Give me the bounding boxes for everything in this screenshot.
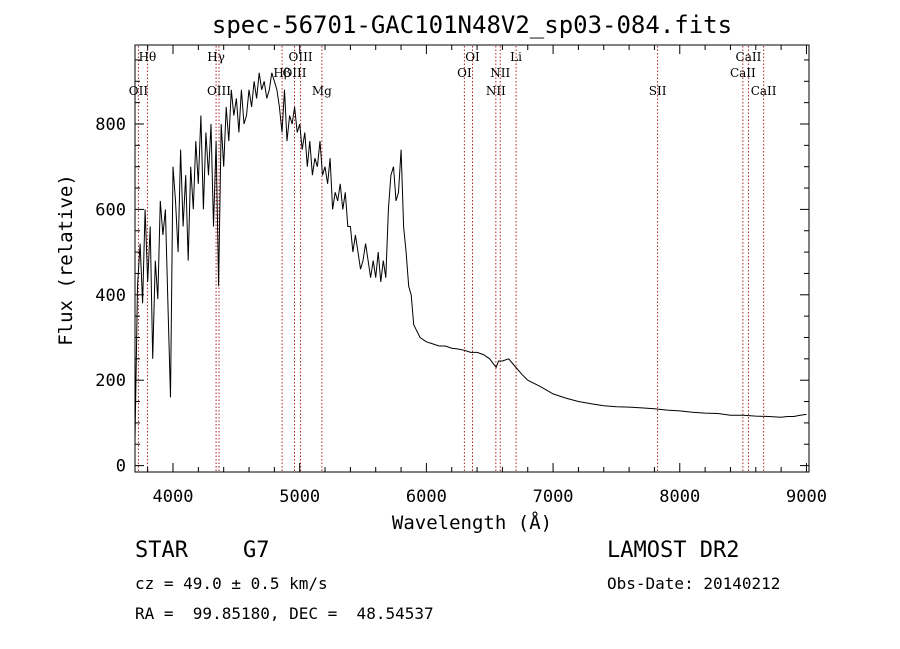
line-marker-label: Hβ — [273, 66, 290, 80]
plot-frame — [134, 44, 810, 473]
line-marker-label: CaII — [751, 84, 777, 98]
object-subclass: G7 — [243, 538, 270, 563]
line-marker-label: OI — [465, 50, 480, 64]
obs-date-text: Obs-Date: 20140212 — [607, 574, 781, 593]
x-tick-label: 4000 — [153, 487, 194, 507]
x-tick-label: 5000 — [279, 487, 320, 507]
y-tick-label: 200 — [95, 371, 126, 391]
x-tick-label: 8000 — [659, 487, 700, 507]
spectrum-line — [134, 72, 807, 441]
line-marker-label: NII — [486, 84, 506, 98]
line-marker-label: OIII — [289, 50, 313, 64]
redshift-text: cz = 49.0 ± 0.5 km/s — [135, 574, 328, 593]
line-marker-label: OI — [457, 66, 472, 80]
x-tick-label: 9000 — [786, 487, 827, 507]
line-marker-label: NII — [490, 66, 510, 80]
line-marker-layer — [137, 46, 765, 471]
line-marker-label: CaII — [730, 66, 756, 80]
coordinates-text: RA = 99.85180, DEC = 48.54537 — [135, 604, 434, 623]
survey-name: LAMOST DR2 — [607, 538, 740, 563]
y-tick-label: 400 — [95, 286, 126, 306]
y-tick-label: 600 — [95, 200, 126, 220]
x-tick-label: 7000 — [533, 487, 574, 507]
object-class: STAR — [135, 538, 188, 563]
line-marker-label: Hγ — [207, 50, 225, 64]
x-axis-label: Wavelength (Å) — [392, 511, 552, 534]
line-marker-label: OIII — [282, 66, 306, 80]
line-marker-label: Li — [510, 50, 522, 64]
line-marker-label: OIII — [207, 84, 231, 98]
y-tick-label: 800 — [95, 115, 126, 135]
chart-title: spec-56701-GAC101N48V2_sp03-084.fits — [212, 11, 732, 39]
line-marker-label: SII — [649, 84, 667, 98]
y-tick-label: 0 — [116, 457, 126, 477]
line-marker-label: CaII — [736, 50, 762, 64]
y-axis-label: Flux (relative) — [55, 174, 77, 346]
x-tick-label: 6000 — [406, 487, 447, 507]
axis-tick-layer: 4000 5000 6000 7000 8000 9000 0 200 400 600 800 — [95, 45, 827, 507]
line-marker-label: Mg — [312, 84, 332, 98]
line-marker-label: OII — [129, 84, 149, 98]
line-marker-label: Hθ — [139, 50, 157, 64]
